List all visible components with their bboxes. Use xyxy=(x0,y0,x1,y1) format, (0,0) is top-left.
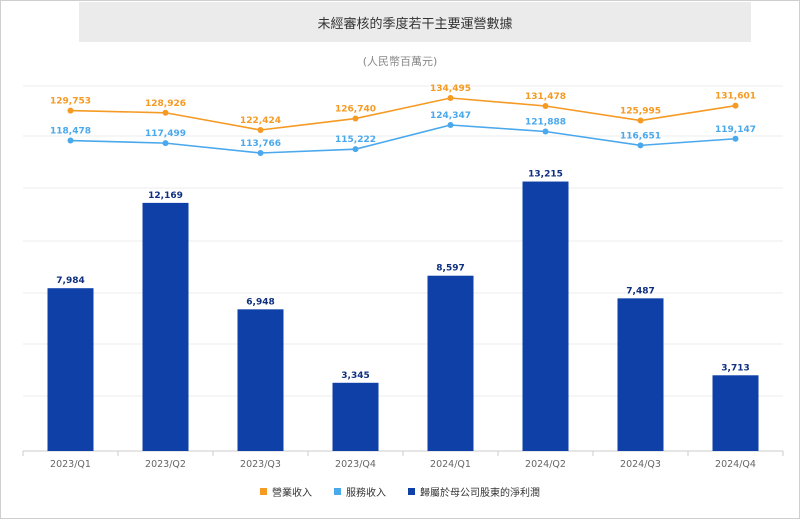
bar xyxy=(427,275,474,451)
x-tick-label: 2024/Q3 xyxy=(620,459,661,470)
bar xyxy=(237,309,284,451)
chart-plot: 2023/Q1 2023/Q2 2023/Q3 2023/Q4 2024/Q1 2024/… xyxy=(22,84,784,470)
legend-swatch-revenue xyxy=(260,488,267,495)
bar xyxy=(712,375,759,451)
service-data-label: 121,888 xyxy=(525,118,566,128)
revenue-data-label: 131,478 xyxy=(525,92,566,102)
revenue-point xyxy=(162,109,169,116)
bar xyxy=(47,288,94,451)
bar-data-label: 7,487 xyxy=(626,286,654,296)
service-point xyxy=(352,146,359,153)
service-point xyxy=(257,150,264,156)
chart-title: 未經審核的季度若干主要運營數據 xyxy=(317,16,513,32)
bar-data-label: 6,948 xyxy=(246,297,274,307)
legend-item-revenue[interactable]: 營業收入 xyxy=(260,484,312,499)
bar xyxy=(522,181,569,452)
x-tick-label: 2024/Q2 xyxy=(525,459,566,470)
legend-swatch-service xyxy=(334,488,341,495)
legend-label-net-profit: 歸屬於母公司股東的淨利潤 xyxy=(420,488,540,499)
service-data-label: 117,499 xyxy=(145,129,186,139)
service-data-label: 113,766 xyxy=(240,139,281,149)
bar-data-label: 7,984 xyxy=(56,276,84,286)
bar-data-label: 3,713 xyxy=(721,363,749,373)
service-data-label: 116,651 xyxy=(620,131,661,141)
revenue-point xyxy=(447,95,454,101)
x-tick-label: 2023/Q1 xyxy=(50,459,91,470)
bar-data-label: 8,597 xyxy=(436,264,464,274)
revenue-data-label: 131,601 xyxy=(715,92,756,102)
service-data-label: 124,347 xyxy=(430,111,471,121)
chart-legend: 營業收入 服務收入 歸屬於母公司股東的淨利潤 xyxy=(1,484,799,499)
service-point xyxy=(637,142,644,149)
legend-item-service[interactable]: 服務收入 xyxy=(334,484,386,499)
revenue-data-label: 134,495 xyxy=(430,84,471,94)
revenue-data-label: 125,995 xyxy=(620,107,661,117)
bar-data-label: 12,169 xyxy=(148,191,183,201)
legend-label-revenue: 營業收入 xyxy=(272,488,312,499)
revenue-data-label: 129,753 xyxy=(50,97,91,107)
chart-title-bar: 未經審核的季度若干主要運營數據 xyxy=(79,2,751,42)
revenue-point xyxy=(67,107,74,114)
service-data-label: 118,478 xyxy=(50,127,91,137)
service-line xyxy=(70,124,736,154)
revenue-line xyxy=(70,97,736,131)
legend-label-service: 服務收入 xyxy=(346,488,386,499)
x-tick-label: 2024/Q4 xyxy=(715,459,756,470)
x-tick-label: 2023/Q4 xyxy=(335,459,376,470)
service-point xyxy=(542,128,549,135)
service-point xyxy=(447,122,454,128)
x-tick-label: 2023/Q2 xyxy=(145,459,186,470)
legend-swatch-net-profit xyxy=(408,488,415,495)
revenue-point xyxy=(257,127,264,133)
service-point xyxy=(162,140,169,147)
service-point xyxy=(732,135,739,142)
revenue-point xyxy=(637,117,644,124)
bar xyxy=(617,298,664,451)
bar xyxy=(332,382,379,451)
bar-data-label: 13,215 xyxy=(528,170,563,180)
chart-subtitle: (人民幣百萬元) xyxy=(362,55,438,68)
revenue-point xyxy=(542,102,549,109)
revenue-data-label: 128,926 xyxy=(145,99,186,109)
bar xyxy=(142,202,189,451)
revenue-point xyxy=(732,102,739,109)
bar-data-label: 3,345 xyxy=(341,371,369,381)
service-point xyxy=(67,137,74,144)
x-tick-label: 2023/Q3 xyxy=(240,459,281,470)
x-tick-label: 2024/Q1 xyxy=(430,459,471,470)
service-data-label: 119,147 xyxy=(715,125,756,135)
revenue-data-label: 122,424 xyxy=(240,116,281,126)
service-data-label: 115,222 xyxy=(335,135,376,145)
revenue-data-label: 126,740 xyxy=(335,105,376,115)
revenue-point xyxy=(352,115,359,122)
legend-item-net-profit[interactable]: 歸屬於母公司股東的淨利潤 xyxy=(408,484,540,499)
